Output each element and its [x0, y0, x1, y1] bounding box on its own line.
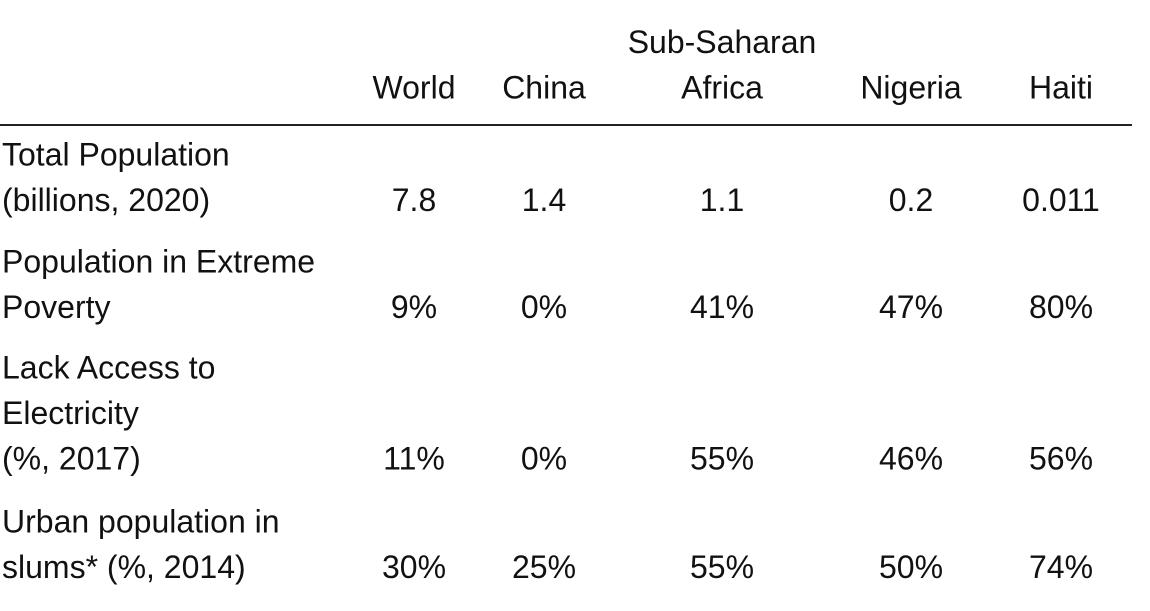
column-header: Sub-Saharan — [628, 24, 817, 60]
cell-value: 47% — [879, 289, 943, 325]
cell-value: 55% — [690, 440, 754, 476]
cell-value: 9% — [391, 289, 437, 325]
column-header: Africa — [681, 69, 763, 105]
column-header: China — [502, 69, 586, 105]
row-label: Lack Access to — [2, 349, 215, 385]
cell-value: 0% — [521, 289, 567, 325]
cell-value: 0% — [521, 440, 567, 476]
row-label: Population in Extreme — [2, 243, 315, 279]
cell-value: 30% — [382, 549, 446, 585]
row-label: (%, 2017) — [2, 440, 141, 476]
cell-value: 41% — [690, 289, 754, 325]
cell-value: 56% — [1029, 440, 1093, 476]
cell-value: 80% — [1029, 289, 1093, 325]
cell-value: 11% — [383, 440, 445, 476]
row-label: Urban population in — [2, 503, 280, 539]
row-label: Poverty — [2, 289, 110, 325]
cell-value: 74% — [1029, 549, 1093, 585]
cell-value: 7.8 — [392, 182, 436, 218]
column-header: World — [373, 69, 456, 105]
row-label: Electricity — [2, 395, 139, 431]
cell-value: 1.4 — [522, 182, 566, 218]
cell-value: 1.1 — [700, 182, 744, 218]
row-label: (billions, 2020) — [2, 182, 210, 218]
cell-value: 25% — [512, 549, 576, 585]
cell-value: 50% — [879, 549, 943, 585]
cell-value: 46% — [879, 440, 943, 476]
row-label: Total Population — [2, 136, 230, 172]
cell-value: 55% — [690, 549, 754, 585]
column-header: Nigeria — [860, 69, 962, 105]
cell-value: 0.011 — [1022, 182, 1100, 218]
row-label: slums* (%, 2014) — [2, 549, 246, 585]
cell-value: 0.2 — [889, 182, 933, 218]
column-header: Haiti — [1029, 69, 1093, 105]
